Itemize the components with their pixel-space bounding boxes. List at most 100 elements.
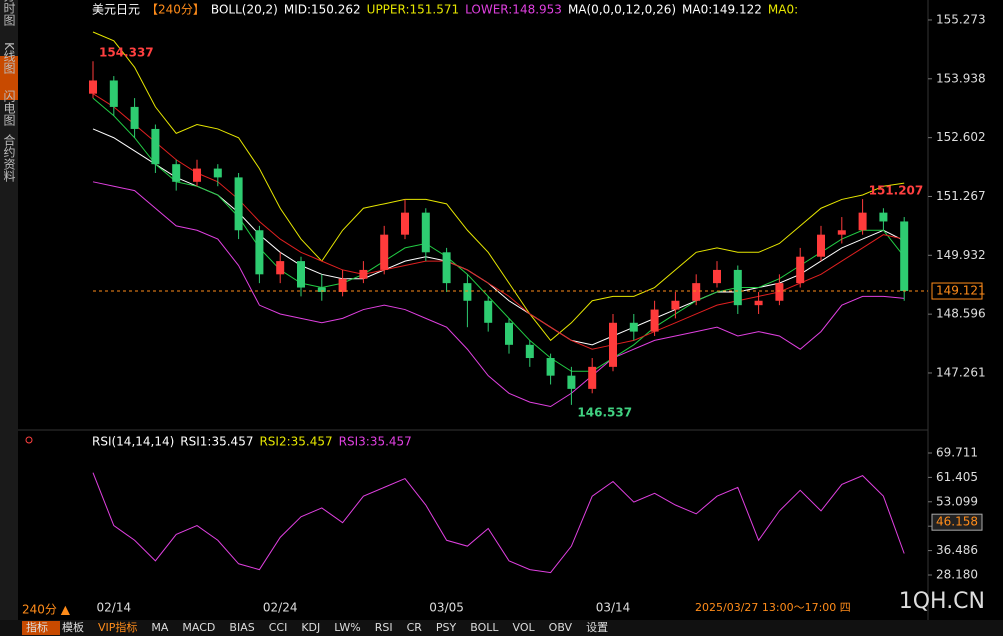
candle-body <box>671 300 680 310</box>
x-tick-label: 03/05 <box>429 601 464 615</box>
header-item: 美元日元 <box>92 3 140 17</box>
toolbar-tab[interactable]: VIP指标 <box>98 620 137 634</box>
candle-body <box>879 212 888 222</box>
candle-body <box>858 212 867 231</box>
header-item: RSI1:35.457 <box>180 435 253 449</box>
sidebar-tab[interactable]: K线图 <box>2 42 16 74</box>
rsi-dot <box>25 436 33 444</box>
toolbar-tab[interactable]: VOL <box>513 621 536 634</box>
toolbar <box>0 620 1003 636</box>
candle-body <box>359 269 368 279</box>
y-tick-label: 152.602 <box>936 130 986 144</box>
rsi-tick-label: 28.180 <box>936 567 978 581</box>
y-tick-label: 149.932 <box>936 248 986 262</box>
toolbar-tab[interactable]: LW% <box>334 621 360 634</box>
toolbar-tab[interactable]: CR <box>407 621 423 634</box>
candle-body <box>796 256 805 284</box>
candle-body <box>109 80 118 107</box>
overlay-line <box>92 31 905 342</box>
overlay-line <box>92 93 905 350</box>
candle-body <box>172 164 181 182</box>
candle-body <box>297 261 305 288</box>
toolbar-tab[interactable]: MA <box>151 621 168 634</box>
sidebar-active <box>0 56 18 100</box>
sidebar <box>0 0 18 620</box>
toolbar-tab[interactable]: BOLL <box>470 621 499 634</box>
candle-body <box>567 375 576 389</box>
candle-body <box>692 283 701 301</box>
candle-body <box>837 230 846 235</box>
period[interactable]: 240分 ▲ <box>22 603 71 617</box>
extreme-label: 154.337 <box>99 46 154 60</box>
toolbar-tab[interactable]: CCI <box>269 621 288 634</box>
candle-body <box>713 269 721 284</box>
x-tick-label: 02/24 <box>263 601 298 615</box>
y-tick-label: 153.938 <box>936 71 986 85</box>
toolbar-tab[interactable]: 指标 <box>26 620 48 634</box>
header-item: 【240分】 <box>146 3 205 17</box>
candle-body <box>193 168 201 182</box>
rsi-last-label: 46.158 <box>936 515 978 529</box>
sidebar-tab[interactable]: 闪电图 <box>2 90 16 126</box>
toolbar-tab[interactable]: RSI <box>375 621 393 634</box>
sidebar-tab[interactable]: 合约资料 <box>2 133 16 182</box>
candle-body <box>130 106 139 129</box>
x-tick-label: 02/14 <box>97 601 132 615</box>
rsi-line <box>92 472 905 574</box>
candle-body <box>484 300 493 323</box>
y-tick-label: 155.273 <box>936 12 986 26</box>
rsi-tick-label: 69.711 <box>936 445 978 459</box>
toolbar-tab[interactable]: KDJ <box>301 621 320 634</box>
header-item: MA0:149.122 <box>682 3 762 17</box>
candle-body <box>900 221 909 292</box>
overlay-line <box>92 128 905 346</box>
y-tick-label: 151.267 <box>936 189 986 203</box>
candle-body <box>338 278 347 292</box>
header-item: BOLL(20,2) <box>211 3 278 17</box>
candle-body <box>89 80 97 94</box>
candle-body <box>546 358 555 376</box>
toolbar-tab[interactable]: 模板 <box>62 620 84 634</box>
rsi-tick-label: 61.405 <box>936 470 978 484</box>
last-price-label: 149.121 <box>936 284 986 298</box>
candle-body <box>151 128 160 165</box>
toolbar-tab[interactable]: OBV <box>549 621 573 634</box>
candle-body <box>317 287 326 292</box>
candle-body <box>463 283 472 301</box>
candle-body <box>255 230 264 275</box>
candle-body <box>754 300 763 306</box>
candle-body <box>276 261 285 275</box>
candle-body <box>733 269 742 306</box>
time-range: 2025/03/27 13:00～17:00 四 <box>695 601 851 614</box>
x-tick-label: 03/14 <box>596 601 631 615</box>
extreme-label: 151.207 <box>869 184 924 198</box>
tab-active <box>22 621 60 635</box>
overlay-line <box>92 97 905 372</box>
header-item: LOWER:148.953 <box>465 3 562 17</box>
candle-body <box>629 322 638 332</box>
y-tick-label: 147.261 <box>936 365 986 379</box>
candle-body <box>442 252 451 284</box>
toolbar-tab[interactable]: 设置 <box>586 621 608 634</box>
header-item: RSI2:35.457 <box>259 435 332 449</box>
candle-body <box>650 309 659 332</box>
rsi-last-box <box>931 513 983 531</box>
header-item: RSI3:35.457 <box>339 435 412 449</box>
candle-body <box>380 234 389 270</box>
toolbar-tab[interactable]: BIAS <box>229 621 254 634</box>
header-item: UPPER:151.571 <box>367 3 459 17</box>
candle-body <box>525 344 534 359</box>
candle-body <box>421 212 430 253</box>
extreme-label: 146.537 <box>577 405 632 419</box>
candle-body <box>588 366 597 389</box>
toolbar-tab[interactable]: MACD <box>182 621 215 634</box>
logo: 1QH.CN <box>899 589 985 614</box>
candle-body <box>234 177 243 231</box>
candle-body <box>401 212 409 235</box>
header-item: MID:150.262 <box>284 3 361 17</box>
header-item: MA0: <box>768 3 798 17</box>
sidebar-tab[interactable]: 分时图 <box>2 0 16 26</box>
toolbar-tab[interactable]: PSY <box>436 621 457 634</box>
candle-body <box>609 322 617 367</box>
